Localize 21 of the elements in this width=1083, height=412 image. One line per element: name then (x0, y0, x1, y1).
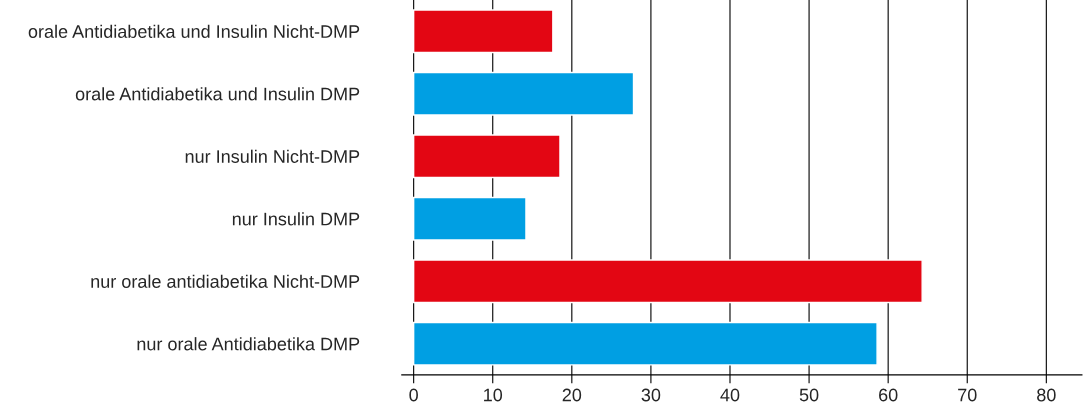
bar (412, 71, 635, 116)
x-tick-label: 30 (641, 388, 661, 402)
bar (412, 259, 923, 304)
bar (412, 196, 527, 241)
bar (412, 321, 878, 366)
x-tick-label: 60 (879, 388, 898, 402)
y-tick-label: orale Antidiabetika und Insulin DMP (75, 87, 360, 101)
x-tick-label: 0 (409, 388, 418, 402)
y-tick-label: nur Insulin DMP (232, 212, 360, 226)
x-tick-label: 10 (484, 388, 503, 402)
bar (412, 134, 561, 179)
y-tick-label: orale Antidiabetika und Insulin Nicht-DMP (28, 24, 360, 38)
y-tick-label: nur orale Antidiabetika DMP (137, 337, 360, 351)
bar (412, 9, 554, 54)
x-tick-label: 50 (799, 388, 819, 402)
x-tick-label: 70 (958, 388, 977, 402)
y-tick-label: nur orale antidiabetika Nicht-DMP (91, 274, 360, 288)
y-tick-label: nur Insulin Nicht-DMP (185, 149, 360, 163)
x-tick-label: 80 (1037, 388, 1056, 402)
x-tick-label: 20 (562, 388, 582, 402)
x-tick-label: 40 (720, 388, 740, 402)
